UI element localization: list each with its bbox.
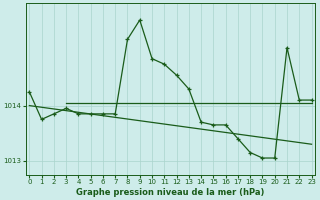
X-axis label: Graphe pression niveau de la mer (hPa): Graphe pression niveau de la mer (hPa) <box>76 188 265 197</box>
